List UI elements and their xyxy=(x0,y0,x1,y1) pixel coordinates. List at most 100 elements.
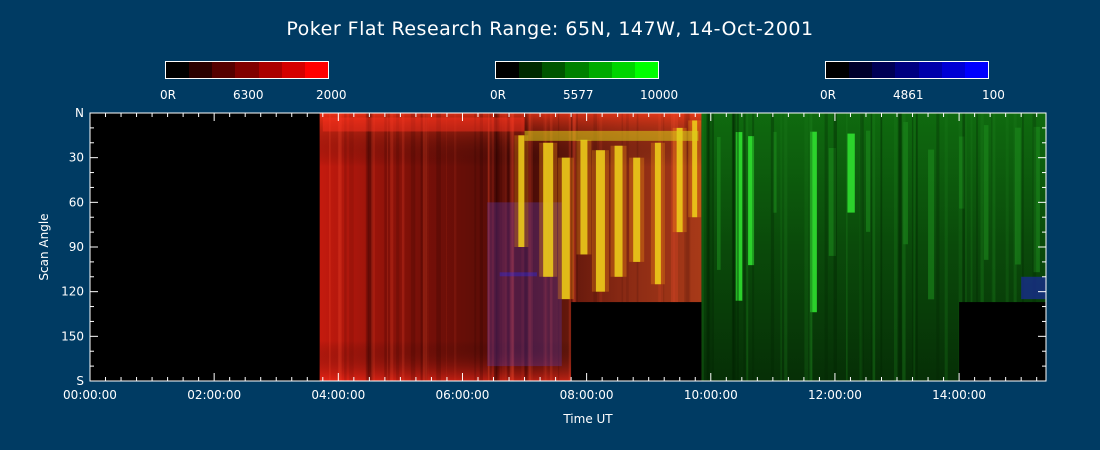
texture-streak xyxy=(1005,113,1009,381)
texture-streak xyxy=(571,113,577,381)
colorbar-segment xyxy=(212,62,236,78)
aurora-arc xyxy=(692,120,698,218)
green-streak xyxy=(903,121,908,245)
texture-streak xyxy=(980,113,984,381)
green-streak xyxy=(983,125,989,260)
green-streak xyxy=(716,137,721,270)
texture-streak xyxy=(492,113,496,381)
texture-streak xyxy=(390,113,394,381)
heatmap-layer xyxy=(90,113,1046,381)
texture-streak xyxy=(902,113,906,381)
colorbar-6300 xyxy=(165,61,329,79)
texture-streak xyxy=(339,113,342,381)
green-streak xyxy=(1033,126,1040,273)
colorbar-4861-max-label: 100 xyxy=(982,88,1005,102)
texture-streak xyxy=(368,113,373,381)
aurora-glow xyxy=(539,142,558,277)
x-tick-label: 10:00:00 xyxy=(684,388,738,402)
texture-streak xyxy=(386,113,389,381)
texture-streak xyxy=(508,113,510,381)
texture-streak xyxy=(859,113,863,381)
texture-streak xyxy=(870,113,873,381)
texture-streak xyxy=(743,113,746,381)
texture-streak xyxy=(911,113,914,381)
x-tick-label: 12:00:00 xyxy=(808,388,862,402)
texture-streak xyxy=(1032,113,1037,381)
texture-streak xyxy=(833,113,837,381)
colorbar-segment xyxy=(189,62,213,78)
texture-streak xyxy=(509,113,514,381)
red-top-band xyxy=(322,117,525,132)
texture-streak xyxy=(479,113,483,381)
blue-patch xyxy=(1021,276,1046,300)
green-streak xyxy=(928,149,935,300)
masked-block xyxy=(959,302,1046,381)
green-streak xyxy=(1014,127,1021,265)
texture-streak xyxy=(371,113,374,381)
texture-streak xyxy=(524,113,527,381)
texture-streak xyxy=(487,113,492,381)
aurora-glow xyxy=(591,150,609,292)
texture-streak xyxy=(524,113,530,381)
texture-streak xyxy=(736,113,739,381)
colorbar-segment xyxy=(496,62,520,78)
aurora-glow xyxy=(650,142,665,285)
y-tick-label: S xyxy=(76,374,84,388)
x-tick-label: 04:00:00 xyxy=(311,388,365,402)
texture-streak xyxy=(571,113,573,381)
texture-streak xyxy=(661,113,665,381)
colorbar-segment xyxy=(519,62,543,78)
texture-streak xyxy=(958,113,963,381)
aurora-glow xyxy=(610,145,627,277)
colorbar-4861-mid-label: 4861 xyxy=(893,88,924,102)
texture-streak xyxy=(367,113,372,381)
texture-streak xyxy=(488,113,492,381)
colorbar-segment xyxy=(964,62,988,78)
aurora-band xyxy=(524,130,699,141)
x-tick-label: 02:00:00 xyxy=(187,388,241,402)
colorbar-segment xyxy=(849,62,873,78)
texture-streak xyxy=(511,113,515,381)
texture-streak xyxy=(732,113,735,381)
texture-streak xyxy=(706,113,708,381)
texture-streak xyxy=(493,113,498,381)
texture-streak xyxy=(487,113,491,381)
texture-streak xyxy=(746,113,749,381)
texture-streak xyxy=(860,113,864,381)
texture-streak xyxy=(936,113,940,381)
texture-streak xyxy=(474,113,477,381)
texture-streak xyxy=(527,113,533,381)
texture-streak xyxy=(872,113,876,381)
green-streak xyxy=(828,147,837,256)
y-tick-label: 150 xyxy=(61,329,84,343)
texture-streak xyxy=(493,113,499,381)
texture-streak xyxy=(859,113,861,381)
colorbar-6300-mid-label: 6300 xyxy=(233,88,264,102)
texture-streak xyxy=(671,113,675,381)
colorbar-segment xyxy=(634,62,658,78)
texture-streak xyxy=(673,113,678,381)
texture-streak xyxy=(707,113,710,381)
texture-streak xyxy=(370,113,375,381)
texture-streak xyxy=(349,113,354,381)
colorbar-5577 xyxy=(495,61,659,79)
aurora-arc xyxy=(614,145,623,277)
aurora-glow xyxy=(629,157,645,262)
texture-streak xyxy=(784,113,788,381)
aurora-glow xyxy=(514,135,529,247)
texture-streak xyxy=(557,113,560,381)
green-streak xyxy=(810,131,817,313)
texture-streak xyxy=(991,113,993,381)
texture-streak xyxy=(506,113,511,381)
texture-streak xyxy=(504,113,507,381)
texture-streak xyxy=(576,113,578,381)
colorbar-segment xyxy=(565,62,589,78)
texture-streak xyxy=(487,113,490,381)
texture-streak xyxy=(808,113,813,381)
aurora-arc xyxy=(654,142,661,285)
colorbar-segment xyxy=(826,62,850,78)
colorbar-5577-max-label: 10000 xyxy=(640,88,679,102)
colorbar-segment xyxy=(304,62,328,78)
texture-streak xyxy=(384,113,390,381)
aurora-glow xyxy=(688,120,702,218)
